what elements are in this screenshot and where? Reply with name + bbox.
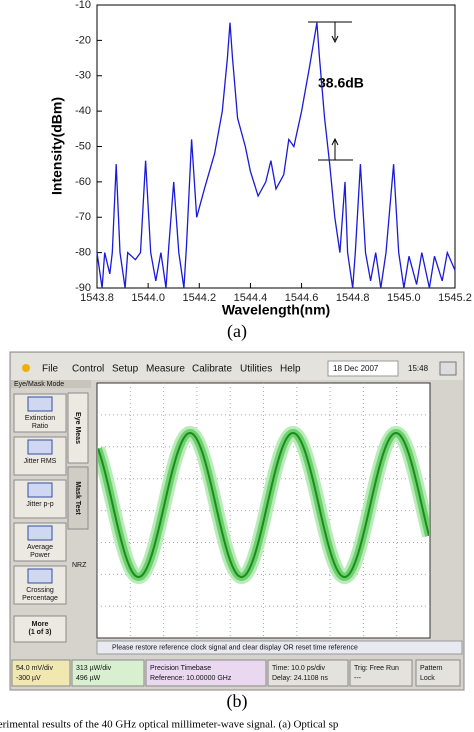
x-tick-label: 1544.8: [336, 292, 370, 304]
tab-label[interactable]: Mask Test: [74, 481, 81, 515]
annotation: 38.6dB: [318, 75, 364, 91]
menu-item[interactable]: Control: [72, 364, 104, 375]
screenshot: 18 Dec 2007 15:48 Eye/Mask Mode Please r…: [9, 351, 465, 712]
x-axis-label: Wavelength(nm): [222, 302, 330, 318]
x-tick-label: 1544.2: [182, 292, 216, 304]
status-text[interactable]: Time: 10.0 ps/div: [272, 665, 326, 672]
status-text[interactable]: Delay: 24.1108 ns: [272, 675, 328, 682]
tab[interactable]: [67, 466, 89, 530]
message-bar: [96, 640, 463, 655]
status-text[interactable]: Reference: 10.00000 GHz: [150, 675, 232, 682]
time: 15:48: [408, 364, 429, 373]
menu-item[interactable]: File: [42, 364, 59, 375]
panel-label: (a): [227, 321, 247, 342]
mode-strip: [11, 380, 91, 388]
panel-label: (b): [227, 691, 248, 712]
y-tick-label: -90: [75, 282, 91, 294]
button-label[interactable]: Jitter RMS: [24, 458, 57, 465]
tab[interactable]: [67, 392, 89, 464]
status-box[interactable]: [267, 659, 349, 687]
button-label[interactable]: Extinction: [25, 415, 55, 422]
status-box[interactable]: [349, 659, 413, 687]
tab-label[interactable]: Eye Meas: [74, 412, 81, 444]
x-tick-label: 1545.2: [438, 292, 472, 304]
button-label[interactable]: Average: [27, 544, 53, 551]
menu-item[interactable]: Measure: [146, 364, 185, 375]
menu-item[interactable]: Help: [280, 364, 301, 375]
x-tick-label: 1543.8: [80, 292, 114, 304]
arrowhead: [331, 137, 339, 146]
status-box[interactable]: [415, 659, 461, 687]
y-tick-label: -70: [75, 211, 91, 223]
close-button[interactable]: [439, 361, 457, 376]
status-text[interactable]: 496 µW: [76, 675, 101, 682]
message: Please restore reference clock signal an…: [112, 644, 358, 651]
button-icon: [27, 568, 53, 584]
button-icon: [27, 439, 53, 455]
status-text[interactable]: Trig: Free Run: [354, 665, 399, 672]
status-text[interactable]: ---: [354, 675, 362, 682]
x-tick-label: 1544.0: [131, 292, 165, 304]
status-box[interactable]: [145, 659, 267, 687]
caption: Experimental results of the 40 GHz optic…: [0, 719, 339, 731]
y-tick-label: -20: [75, 34, 91, 46]
y-tick-label: -60: [75, 176, 91, 188]
button-label[interactable]: Power: [30, 552, 51, 559]
status-text[interactable]: -300 µV: [16, 675, 41, 682]
y-tick-label: -30: [75, 70, 91, 82]
y-tick-label: -50: [75, 140, 91, 152]
arrowhead: [331, 35, 339, 44]
button-label[interactable]: Jitter p-p: [26, 501, 53, 508]
button-icon: [27, 396, 53, 412]
button[interactable]: [13, 615, 67, 643]
y-tick-label: -80: [75, 247, 91, 259]
status-text[interactable]: 54.0 mV/div: [16, 665, 53, 672]
y-tick-label: -40: [75, 105, 91, 117]
date-box: [327, 360, 399, 377]
tab-label[interactable]: NRZ: [72, 562, 87, 569]
mode: Eye/Mask Mode: [14, 381, 64, 388]
status-text[interactable]: Precision Timebase: [150, 665, 211, 672]
spectrum-line: [96, 22, 456, 289]
button-icon: [27, 482, 53, 498]
x-tick-label: 1544.4: [234, 292, 268, 304]
status-box[interactable]: [11, 659, 71, 687]
button-label[interactable]: (1 of 3): [29, 629, 52, 636]
status-text[interactable]: 313 µW/div: [76, 665, 112, 672]
status-text[interactable]: Pattern: [420, 665, 443, 672]
button-label[interactable]: Percentage: [22, 595, 58, 602]
spectrum-chart: Wavelength(nm) Intensity(dBm) 38.6dB (a)…: [49, 0, 472, 342]
menu-item[interactable]: Utilities: [240, 364, 272, 375]
x-tick-label: 1544.6: [285, 292, 319, 304]
y-axis-label: Intensity(dBm): [49, 97, 65, 195]
button-label[interactable]: Ratio: [32, 423, 48, 430]
status-box[interactable]: [71, 659, 145, 687]
y-tick-label: -10: [75, 0, 91, 11]
button-icon: [27, 525, 53, 541]
button-label[interactable]: More: [32, 621, 49, 628]
status-text[interactable]: Lock: [420, 675, 435, 682]
date: 18 Dec 2007: [333, 364, 379, 373]
button-label[interactable]: Crossing: [26, 587, 54, 594]
menu-item[interactable]: Calibrate: [192, 364, 232, 375]
eye-trace: [98, 431, 429, 578]
logo: [22, 364, 30, 372]
x-tick-label: 1545.0: [387, 292, 421, 304]
menu-item[interactable]: Setup: [112, 364, 139, 375]
